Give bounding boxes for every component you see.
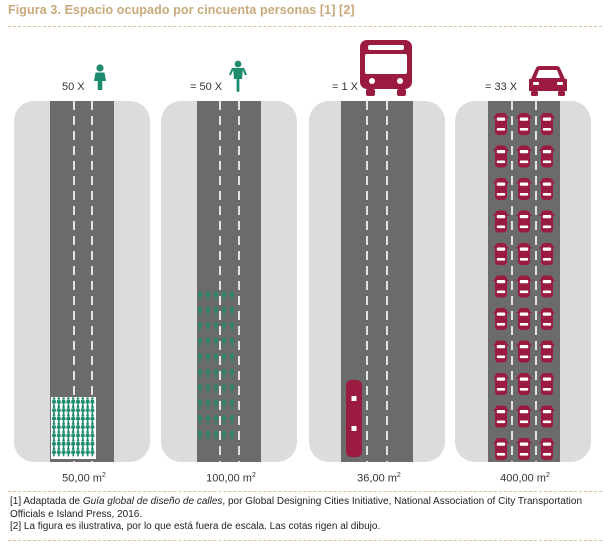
count-label-pedestrians: 50 X [62,81,85,93]
car-figure [492,112,510,136]
illustration [14,40,591,462]
car-figure [538,274,556,299]
car-figure [492,177,510,201]
car-figure [515,144,533,169]
car-figure [538,404,556,429]
car-figure [538,209,556,234]
car-figure [538,112,556,136]
car-figure [515,339,533,364]
bicycle-icon [229,60,247,92]
area-label-bus: 36,00 m2 [357,472,401,485]
area-label-pedestrians: 50,00 m2 [62,472,106,485]
car-figure [538,437,556,461]
car-figure [492,144,510,169]
car-figure [515,404,533,429]
car-figure [492,339,510,364]
car-icon [529,66,567,96]
car-figure [515,437,533,461]
car-figure [492,209,510,234]
car-figure [538,144,556,169]
mid-divider [8,491,602,492]
pedestrian-crowd [51,397,95,457]
car-figure [515,242,533,266]
top-divider [8,26,602,27]
car-figure [538,372,556,396]
car-figure [492,437,510,461]
car-figure [492,274,510,299]
footnotes: [1] Adaptada de Guía global de diseño de… [10,496,600,534]
area-label-cars: 400,00 m2 [500,472,550,485]
bus-icon [360,40,412,96]
car-figure [515,209,533,234]
car-figure [492,372,510,396]
count-label-cyclists: = 50 X [190,81,223,93]
car-figure [538,177,556,201]
car-figure [515,274,533,299]
car-figure [538,307,556,331]
figure-title: Figura 3. Espacio ocupado por cincuenta … [8,3,355,17]
road-panel-bus [309,101,445,462]
car-figure [515,372,533,396]
footnote-2: [2] La figura es ilustrativa, por lo que… [10,521,381,532]
car-figure [538,339,556,364]
car-grid [492,112,556,461]
car-figure [492,242,510,266]
count-label-bus: = 1 X [332,81,358,93]
car-figure [492,307,510,331]
footnote-1: [1] Adaptada de Guía global de diseño de… [10,496,583,520]
car-figure [538,242,556,266]
car-figure [492,404,510,429]
car-figure [515,307,533,331]
count-label-cars: = 33 X [485,81,518,93]
person-icon [94,64,106,90]
car-figure [515,177,533,201]
road-panel-cyclists [161,101,297,462]
bus-on-road [346,380,362,457]
bottom-divider [8,540,602,541]
car-figure [515,112,533,136]
area-label-cyclists: 100,00 m2 [206,472,256,485]
